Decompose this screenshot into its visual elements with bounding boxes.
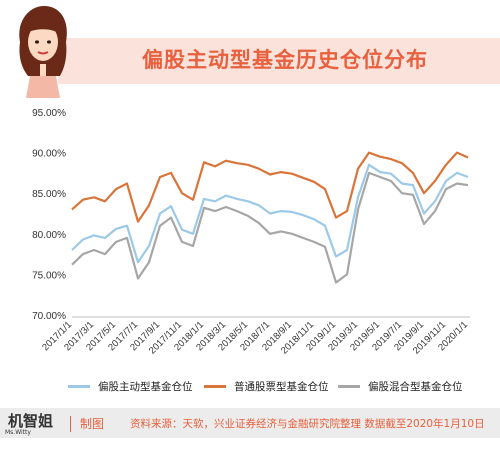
legend-item-hybrid-fund: 偏股混合型基金仓位 [338,378,463,394]
footer-divider [70,416,71,432]
series-line-2 [71,171,469,284]
title-banner [58,38,500,84]
footer-bar [0,408,500,438]
position-line-chart: 70.00% 75.00% 80.00% 85.00% 90.00% 95.00% 201… [32,108,470,357]
chart-header: 偏股主动型基金历史仓位分布 [0,0,500,103]
y-tick-label: 75.00% [32,270,66,281]
illustrated-avatar [19,6,67,98]
legend-label-hybrid-fund: 偏股混合型基金仓位 [368,380,463,393]
legend-item-stock-fund: 普通股票型基金仓位 [204,378,329,394]
legend-label-stock-fund: 普通股票型基金仓位 [234,380,329,393]
chart-title: 偏股主动型基金历史仓位分布 [142,48,428,72]
y-tick-label: 70.00% [32,311,66,322]
footer-tag: 制图 [80,417,105,431]
legend-label-active-equity: 偏股主动型基金仓位 [98,380,193,393]
series-line-1 [71,151,469,223]
chart-legend: 偏股主动型基金仓位 普通股票型基金仓位 偏股混合型基金仓位 [0,370,500,398]
y-tick-label: 95.00% [32,108,66,119]
x-axis: 2017/1/12017/3/12017/5/12017/7/12017/9/1… [40,316,470,357]
y-tick-label: 90.00% [32,149,66,160]
legend-item-active-equity: 偏股主动型基金仓位 [68,378,193,394]
footer-logo-sub: Ms.Witty [5,429,31,436]
legend-swatch-gray [338,384,360,388]
legend-swatch-orange [204,384,226,388]
footer-logo: 机智姐 [8,412,54,430]
y-tick-label: 85.00% [32,189,66,200]
y-tick-label: 80.00% [32,230,66,241]
y-axis: 70.00% 75.00% 80.00% 85.00% 90.00% 95.00% [32,108,66,322]
series-lines [71,151,469,284]
footer-source: 资料来源：天软，兴业证券经济与金融研究院整理 数据截至2020年1月10日 [130,418,485,430]
series-line-0 [71,163,469,264]
legend-swatch-blue [68,384,90,388]
